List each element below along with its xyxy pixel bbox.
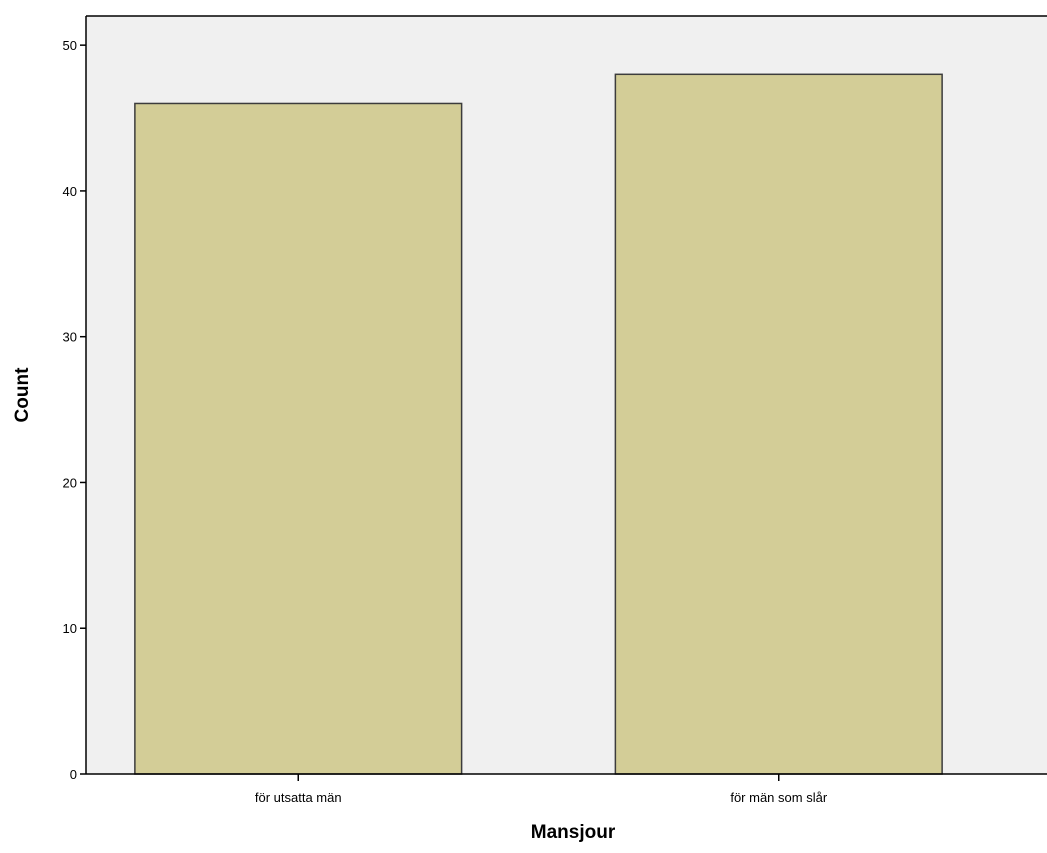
y-tick-label: 10 [63, 621, 77, 636]
y-axis-title: Count [12, 367, 33, 423]
y-tick-label: 40 [63, 184, 77, 199]
x-tick-label: för utsatta män [255, 790, 342, 805]
bar [614, 73, 943, 775]
x-tick-label: för män som slår [730, 790, 827, 805]
y-tick-label: 50 [63, 38, 77, 53]
bars-group [134, 73, 943, 775]
y-tick-label: 20 [63, 475, 77, 490]
y-tick-label: 0 [70, 767, 77, 782]
y-tick-label: 30 [63, 330, 77, 345]
y-axis: 0 10 20 30 40 50 [63, 15, 1047, 782]
bar [134, 102, 463, 775]
x-axis-title: Mansjour [531, 822, 616, 843]
x-axis: för utsatta män för män som slår [86, 773, 1047, 805]
